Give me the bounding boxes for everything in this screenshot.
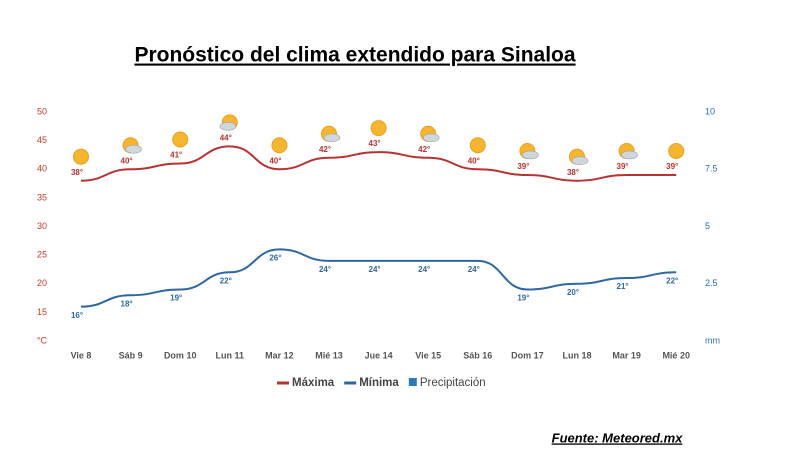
legend-label: Mínima [359, 377, 399, 389]
data-label: 44° [220, 133, 232, 142]
data-label: 39° [666, 162, 678, 171]
data-label: 38° [567, 168, 579, 177]
cloud-icon [219, 122, 237, 131]
x-tick-label: Mié 20 [662, 350, 690, 360]
y2-tick-label: 5 [705, 221, 710, 231]
data-label: 19° [170, 294, 182, 303]
x-tick-label: Dom 10 [164, 350, 197, 360]
data-label: 43° [369, 139, 381, 148]
y-tick-label: 50 [37, 106, 47, 116]
data-label: 18° [121, 299, 133, 308]
series-line [80, 248, 677, 308]
y-tick-label: 20 [37, 278, 47, 288]
data-label: 42° [319, 145, 331, 154]
data-label: 22° [666, 276, 678, 285]
data-label: 39° [517, 162, 529, 171]
data-label: 21° [617, 282, 629, 291]
x-tick-label: Dom 17 [511, 350, 544, 360]
data-label: 39° [617, 162, 629, 171]
y-tick-label: 15 [37, 307, 47, 317]
data-label: 40° [121, 156, 133, 165]
data-label: 26° [269, 254, 281, 263]
y2-tick-label: 10 [705, 106, 715, 116]
x-tick-label: Lun 11 [216, 350, 245, 360]
legend-label: Precipitación [420, 377, 486, 389]
cloud-icon [323, 133, 341, 143]
x-tick-label: Vie 15 [415, 350, 441, 360]
y-tick-label: 40 [37, 164, 47, 174]
y-tick-label: °C [37, 335, 48, 345]
y2-tick-label: mm [705, 335, 720, 345]
source: Fuente: Meteored.mx [552, 430, 684, 445]
cloud-icon [571, 156, 589, 165]
data-label: 24° [468, 265, 480, 274]
chart-title: Pronóstico del clima extendido para Sina… [134, 44, 575, 67]
x-tick-label: Lun 18 [562, 350, 591, 360]
x-tick-label: Jue 14 [365, 350, 393, 360]
legend-label: Máxima [292, 377, 335, 389]
data-label: 24° [369, 265, 381, 274]
cloud-icon [125, 144, 142, 154]
y2-tick-label: 7.5 [705, 164, 718, 174]
y-tick-label: 45 [37, 135, 47, 145]
data-label: 22° [220, 276, 232, 285]
weather-icons [73, 114, 685, 165]
y-tick-label: 30 [37, 221, 47, 231]
legend-swatch [408, 378, 417, 386]
sun-icon [172, 131, 189, 148]
cloud-icon [522, 150, 539, 160]
sun-icon [271, 137, 288, 154]
cloud-icon [422, 133, 440, 143]
data-label: 20° [567, 288, 579, 297]
x-tick-label: Mar 19 [612, 350, 641, 360]
y-tick-label: 25 [37, 250, 47, 260]
data-label: 40° [269, 156, 281, 165]
x-tick-label: Mié 13 [315, 350, 343, 360]
data-label: 24° [418, 265, 430, 274]
cloud-icon [621, 150, 638, 160]
sun-icon [73, 148, 89, 165]
data-label: 41° [170, 151, 182, 160]
x-tick-label: Mar 12 [265, 350, 294, 360]
data-label: 19° [517, 294, 529, 303]
data-label: 40° [468, 156, 480, 165]
x-tick-label: Sáb 9 [119, 350, 143, 360]
series-line [80, 145, 677, 182]
y-tick-label: 35 [37, 192, 47, 202]
sun-icon [668, 142, 685, 159]
y2-tick-label: 2.5 [705, 278, 718, 288]
data-label: 38° [71, 168, 83, 177]
data-label: 24° [319, 265, 331, 274]
sun-icon [469, 137, 486, 154]
sun-icon [370, 120, 387, 137]
data-label: 16° [71, 311, 83, 320]
x-tick-label: Sáb 16 [463, 350, 492, 360]
data-label: 42° [418, 145, 430, 154]
x-tick-label: Vie 8 [71, 350, 92, 360]
